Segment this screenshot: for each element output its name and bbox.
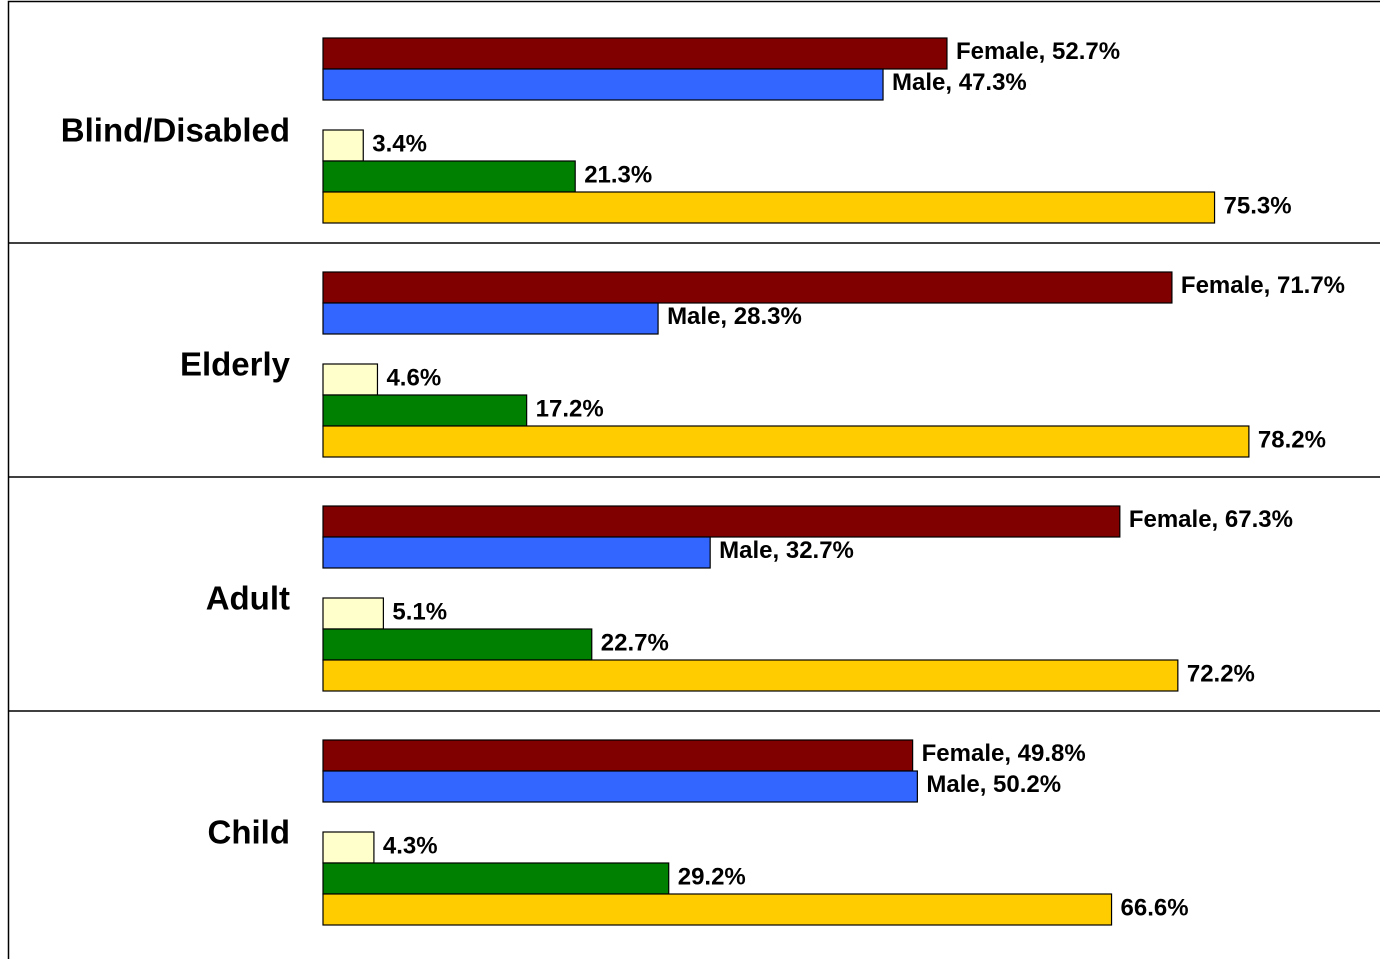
data-label: 4.3% — [383, 832, 438, 859]
data-label: Male, 32.7% — [719, 537, 854, 564]
data-label: 17.2% — [536, 395, 604, 422]
data-label: 3.4% — [372, 130, 427, 157]
bar — [322, 363, 379, 396]
data-label: 4.6% — [386, 364, 441, 391]
data-label: Female, 67.3% — [1129, 506, 1293, 533]
data-label: Male, 47.3% — [892, 69, 1027, 96]
data-label: 21.3% — [584, 161, 652, 188]
bar — [322, 191, 1216, 224]
frame — [7, 0, 1380, 959]
bar — [322, 659, 1179, 692]
bar — [322, 739, 914, 772]
bar — [322, 536, 711, 569]
data-label: 5.1% — [392, 598, 447, 625]
category-label: Child — [208, 814, 290, 851]
data-label: 72.2% — [1187, 660, 1255, 687]
bar — [322, 628, 593, 661]
bar — [322, 129, 364, 162]
category-label: Blind/Disabled — [61, 112, 290, 149]
data-label: 29.2% — [678, 863, 746, 890]
data-label: Male, 28.3% — [667, 303, 802, 330]
bar — [322, 770, 918, 803]
bar — [322, 68, 884, 101]
category-label: Adult — [206, 580, 290, 617]
data-label: Female, 71.7% — [1181, 272, 1345, 299]
bar — [322, 893, 1113, 926]
data-label: 22.7% — [601, 629, 669, 656]
data-label: 75.3% — [1224, 192, 1292, 219]
data-label: Female, 52.7% — [956, 38, 1120, 65]
bar — [322, 425, 1250, 458]
bar — [322, 302, 659, 335]
bar — [322, 160, 576, 193]
bar — [322, 37, 948, 70]
bar — [322, 505, 1121, 538]
bar — [322, 831, 375, 864]
data-label: Female, 49.8% — [922, 740, 1086, 767]
data-label: 78.2% — [1258, 426, 1326, 453]
bar — [322, 862, 670, 895]
data-label: 66.6% — [1121, 894, 1189, 921]
bar — [322, 271, 1173, 304]
category-label: Elderly — [180, 346, 291, 383]
data-label: Male, 50.2% — [926, 771, 1061, 798]
bar — [322, 394, 528, 427]
bar — [322, 597, 384, 630]
